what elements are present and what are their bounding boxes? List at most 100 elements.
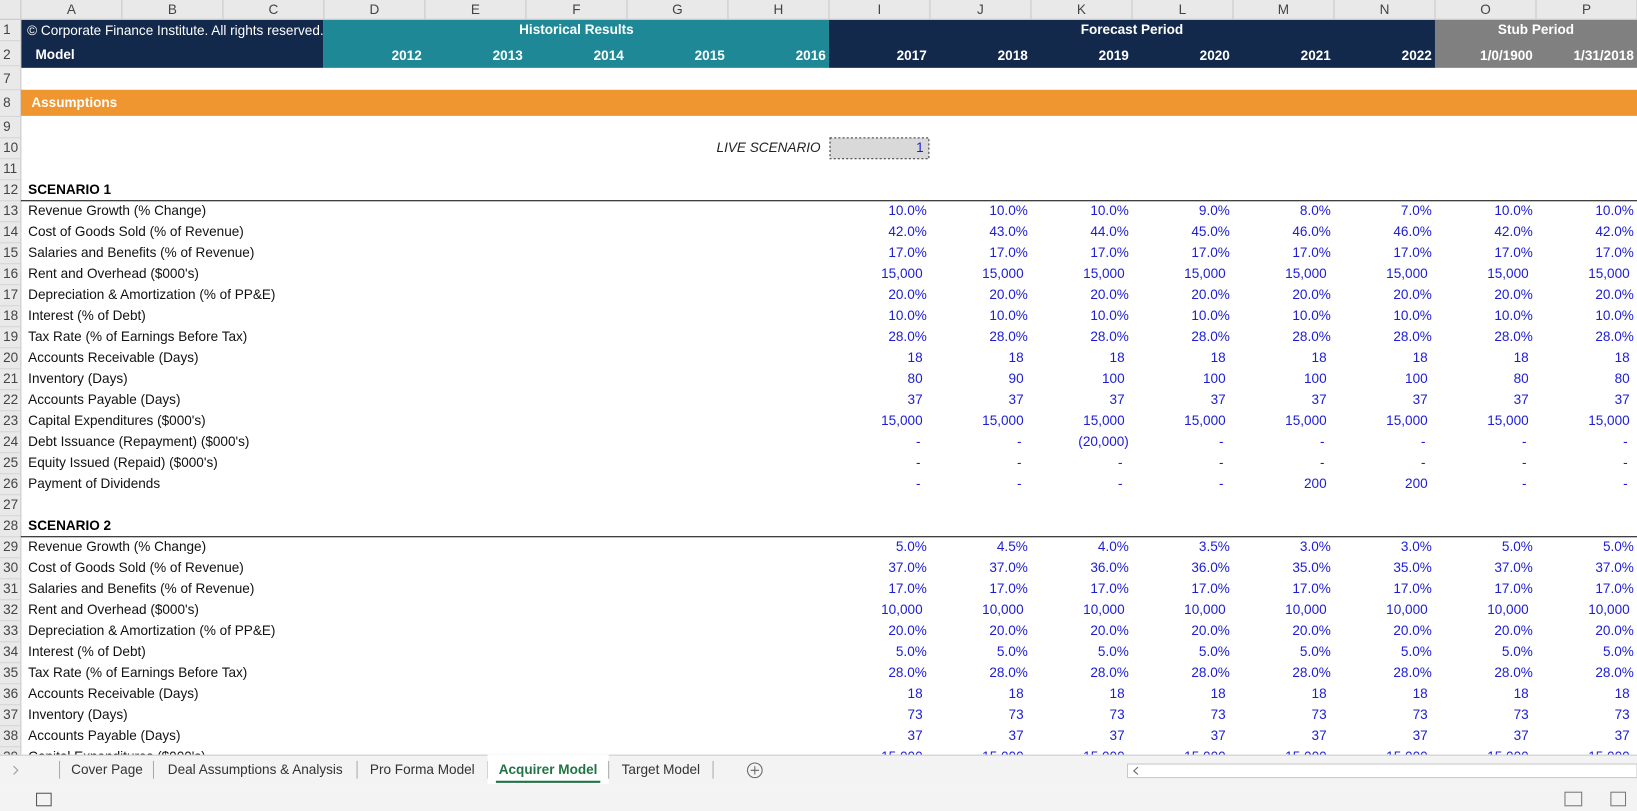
cell-value[interactable]: 73 <box>1413 707 1428 722</box>
cell-value[interactable]: 37 <box>1110 392 1125 407</box>
row-header[interactable]: 10 <box>3 140 19 155</box>
cell-value[interactable]: - <box>916 476 921 491</box>
row-header[interactable]: 13 <box>3 203 18 218</box>
cell-value[interactable]: 15,000 <box>1487 266 1529 281</box>
cell-value[interactable]: 15,000 <box>881 749 923 764</box>
cell-value[interactable]: 10.0% <box>1393 308 1431 323</box>
horizontal-scrollbar[interactable] <box>1127 763 1637 779</box>
cell-value[interactable]: 4.5% <box>997 539 1028 554</box>
cell-value[interactable]: 28.0% <box>989 329 1027 344</box>
cell-value[interactable]: 17.0% <box>1393 581 1431 596</box>
cell-value[interactable]: - <box>1118 476 1123 491</box>
cell-value[interactable]: 20.0% <box>1393 623 1431 638</box>
cell-value[interactable]: 15,000 <box>881 266 923 281</box>
cell-value[interactable]: 36.0% <box>1191 560 1229 575</box>
cell-value[interactable]: - <box>1623 434 1628 449</box>
column-header[interactable]: A <box>67 2 77 17</box>
row-header[interactable]: 27 <box>3 497 18 512</box>
cell-value[interactable]: 37.0% <box>888 560 926 575</box>
cell-value[interactable]: 20.0% <box>1595 623 1633 638</box>
sheet-tab-name[interactable]: Cover Page <box>71 762 143 777</box>
cell-value[interactable]: - <box>1421 455 1426 470</box>
row-header[interactable]: 18 <box>3 308 18 323</box>
cell-value[interactable]: 18 <box>1514 686 1529 701</box>
cell-value[interactable]: 100 <box>1102 371 1125 386</box>
cell-value[interactable]: 37.0% <box>1494 560 1532 575</box>
cell-value[interactable]: - <box>1522 434 1527 449</box>
cell-value[interactable]: 73 <box>1110 707 1125 722</box>
cell-value[interactable]: 28.0% <box>888 329 926 344</box>
cell-value[interactable]: 17.0% <box>1595 245 1633 260</box>
cell-value[interactable]: 15,000 <box>1184 413 1226 428</box>
cell-value[interactable]: 9.0% <box>1199 203 1230 218</box>
cell-value[interactable]: 10,000 <box>1386 602 1428 617</box>
cell-value[interactable]: 10.0% <box>1595 203 1633 218</box>
normal-view-icon[interactable] <box>1564 791 1583 807</box>
cell-value[interactable]: 20.0% <box>1191 287 1229 302</box>
cell-value[interactable]: 90 <box>1009 371 1025 386</box>
row-header[interactable]: 28 <box>3 518 18 533</box>
cell-value[interactable]: 37 <box>1615 728 1630 743</box>
row-header[interactable]: 26 <box>3 476 18 491</box>
cell-value[interactable]: 5.0% <box>1603 644 1634 659</box>
row-header[interactable]: 36 <box>3 686 18 701</box>
cell-value[interactable]: 73 <box>1312 707 1327 722</box>
cell-value[interactable]: 17.0% <box>1393 245 1431 260</box>
row-header[interactable]: 19 <box>3 329 18 344</box>
cell-value[interactable]: 15,000 <box>982 749 1024 764</box>
cell-value[interactable]: 15,000 <box>1184 266 1226 281</box>
column-header[interactable]: D <box>370 2 380 17</box>
cell-value[interactable]: 10,000 <box>1487 602 1529 617</box>
cell-value[interactable]: 5.0% <box>1603 539 1634 554</box>
cell-value[interactable]: 28.0% <box>1191 329 1229 344</box>
column-header[interactable]: C <box>268 2 278 17</box>
cell-value[interactable]: 28.0% <box>1090 665 1128 680</box>
row-header[interactable]: 15 <box>3 245 18 260</box>
row-header[interactable]: 30 <box>3 560 19 575</box>
cell-value[interactable]: 10.0% <box>1595 308 1633 323</box>
cell-value[interactable]: - <box>1320 455 1325 470</box>
cell-value[interactable]: 20.0% <box>888 623 926 638</box>
cell-value[interactable]: 28.0% <box>888 665 926 680</box>
row-header[interactable]: 33 <box>3 623 18 638</box>
cell-value[interactable]: 15,000 <box>1184 749 1226 764</box>
cell-value[interactable]: 15,000 <box>1285 266 1327 281</box>
cell-value[interactable]: 5.0% <box>1098 644 1129 659</box>
cell-value[interactable]: 5.0% <box>997 644 1028 659</box>
cell-value[interactable]: 73 <box>1615 707 1630 722</box>
cell-value[interactable]: 10.0% <box>1090 308 1128 323</box>
cell-value[interactable]: 15,000 <box>1285 749 1327 764</box>
cell-value[interactable]: 20.0% <box>1393 287 1431 302</box>
live-scenario-cell[interactable] <box>829 137 930 160</box>
cell-value[interactable]: 3.0% <box>1300 539 1331 554</box>
cell-value[interactable]: 73 <box>908 707 923 722</box>
cell-value[interactable]: 20.0% <box>1090 623 1128 638</box>
cell-value[interactable]: 10,000 <box>1285 602 1327 617</box>
cell-value[interactable]: 17.0% <box>1191 581 1229 596</box>
cell-value[interactable]: 18 <box>1009 686 1024 701</box>
cell-value[interactable]: 37 <box>1514 728 1529 743</box>
cell-value[interactable]: 18 <box>1413 686 1428 701</box>
row-header[interactable]: 14 <box>3 224 19 239</box>
cell-value[interactable]: 15,000 <box>1083 413 1125 428</box>
cell-value[interactable]: 37 <box>908 728 923 743</box>
column-header[interactable]: M <box>1278 2 1289 17</box>
column-header[interactable]: J <box>977 2 984 17</box>
cell-value[interactable]: - <box>1623 476 1628 491</box>
column-header[interactable]: N <box>1380 2 1390 17</box>
sheet-tab-name[interactable]: Deal Assumptions & Analysis <box>168 762 343 777</box>
cell-value[interactable]: (20,000) <box>1078 434 1129 449</box>
cell-value[interactable]: - <box>1320 434 1325 449</box>
row-header[interactable]: 17 <box>3 287 18 302</box>
cell-value[interactable]: 37 <box>1312 392 1327 407</box>
add-sheet-button[interactable] <box>746 762 763 779</box>
sheet-tab-name[interactable]: Target Model <box>622 762 700 777</box>
cell-value[interactable]: 18 <box>1514 350 1529 365</box>
cell-value[interactable]: 10.0% <box>1191 308 1229 323</box>
cell-value[interactable]: 18 <box>1211 350 1226 365</box>
cell-value[interactable]: 7.0% <box>1401 203 1432 218</box>
row-header[interactable]: 20 <box>3 350 19 365</box>
cell-value[interactable]: 28.0% <box>1393 665 1431 680</box>
cell-value[interactable]: 20.0% <box>989 623 1027 638</box>
cell-value[interactable]: 73 <box>1009 707 1024 722</box>
